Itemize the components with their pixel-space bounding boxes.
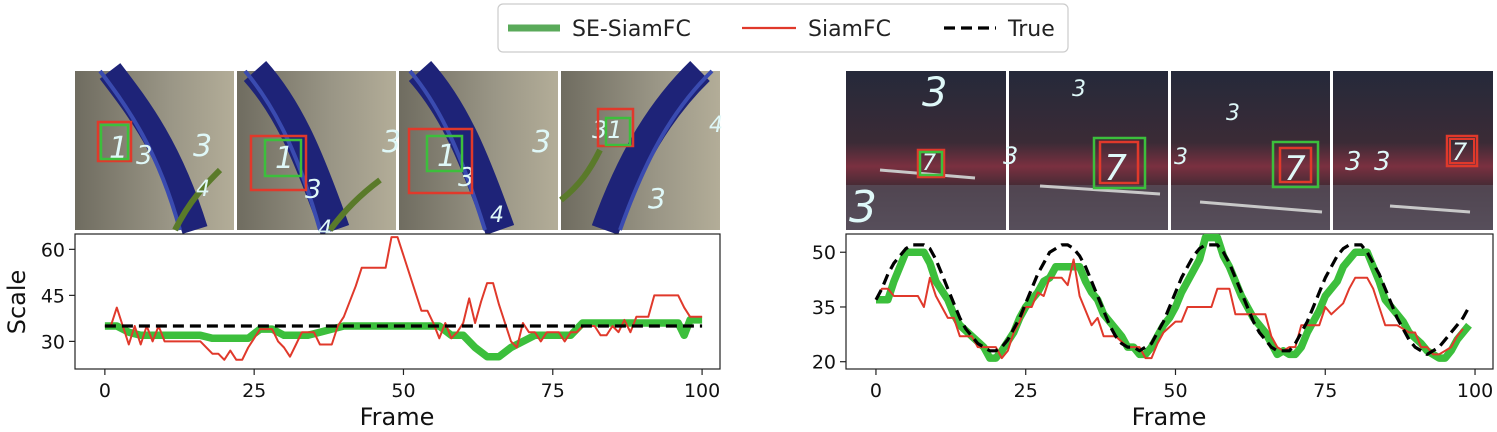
y-tick-label: 35 (812, 297, 836, 319)
siamfc-box (1445, 134, 1479, 168)
x-tick-label: 50 (391, 380, 415, 402)
plot-frame (74, 233, 721, 370)
digit: 1 (275, 141, 294, 176)
legend-label-se-siamfc: SE-SiamFC (572, 17, 691, 42)
legend-label-siamfc: SiamFC (808, 17, 891, 42)
right-thumbnail-2: 3 7 3 (1003, 71, 1168, 230)
digit: 7 (922, 151, 936, 176)
x-tick-label: 100 (1457, 380, 1493, 402)
left-scale-chart: 0 25 50 75 100 30 45 60 Frame Scale (3, 233, 721, 431)
x-tick-label: 0 (99, 380, 111, 402)
legend-label-true: True (1007, 17, 1055, 42)
digit: 7 (1104, 148, 1127, 189)
digit: 7 (1452, 138, 1468, 166)
left-thumbnail-3: 1 3 3 4 (399, 60, 558, 236)
digit: 3 (193, 129, 212, 164)
se-siamfc-box (425, 134, 464, 173)
se-siamfc-box (604, 116, 632, 147)
siamfc-box (1098, 140, 1140, 185)
siamfc-box (1278, 146, 1313, 184)
x-tick-label: 75 (1313, 380, 1337, 402)
y-tick-label: 50 (812, 242, 836, 264)
digit: 3 (1226, 101, 1240, 126)
right-thumbnails: 3 7 3 3 7 3 3 7 3 (846, 70, 1493, 233)
siamfc-box (407, 127, 474, 195)
x-tick-label: 100 (684, 380, 720, 402)
plot-frame (845, 233, 1494, 370)
digit: 3 (305, 175, 322, 205)
se-siamfc-box (99, 123, 130, 161)
siamfc-box (249, 134, 308, 192)
se-siamfc-box (263, 138, 303, 178)
se-siamfc-box (1092, 136, 1147, 190)
series-true-line (874, 243, 1471, 356)
digit: 1 (437, 139, 456, 174)
series-siamfc-line (875, 258, 1464, 360)
digit: 7 (1284, 149, 1306, 189)
digit: 3 (922, 70, 947, 116)
y-axis-label: Scale (3, 270, 31, 335)
series-se-siamfc-line (876, 233, 1472, 362)
x-axis-label: Frame (1132, 403, 1207, 431)
digit: 3 (1003, 142, 1018, 170)
digit: 4 (196, 177, 210, 202)
se-siamfc-box (1449, 138, 1475, 164)
x-tick-label: 25 (242, 380, 266, 402)
x-tick-label: 50 (1163, 380, 1187, 402)
right-thumbnail-3: 3 7 3 (1171, 71, 1330, 230)
se-siamfc-box (918, 150, 944, 177)
siamfc-box (96, 120, 133, 163)
y-tick-label: 30 (41, 331, 65, 353)
digit: 3 (532, 125, 551, 160)
digit: 4 (709, 113, 723, 138)
digit: 4 (490, 203, 504, 228)
right-scale-chart: 0 25 50 75 100 20 35 50 Frame (812, 233, 1494, 431)
se-siamfc-box (1271, 140, 1320, 189)
digit: 31 (592, 116, 623, 144)
y-tick-label: 60 (41, 239, 65, 261)
x-tick-label: 25 (1014, 380, 1038, 402)
left-thumbnail-4: 31 4 3 (559, 60, 723, 235)
right-thumbnail-4: 3 3 7 (1333, 71, 1493, 230)
legend: SE-SiamFC SiamFC True (497, 3, 1069, 53)
digit: 3 (849, 182, 877, 233)
siamfc-box (916, 148, 946, 179)
digit: 3 (136, 141, 153, 171)
series-siamfc-line (104, 236, 703, 361)
left-thumbnail-2: 1 3 3 4 (237, 60, 401, 242)
digit: 3 (382, 125, 401, 160)
y-tick-label: 20 (812, 352, 836, 374)
left-thumbnails: 1 3 3 4 1 3 3 4 1 3 3 4 (75, 60, 723, 242)
x-tick-label: 0 (870, 380, 882, 402)
right-thumbnail-1: 3 7 3 (846, 70, 1006, 233)
digit: 3 (1072, 77, 1086, 102)
x-tick-label: 75 (541, 380, 565, 402)
digit: 3 (1374, 147, 1391, 177)
digit: 1 (109, 131, 128, 166)
x-axis-label: Frame (360, 403, 435, 431)
digit: 3 (1345, 147, 1362, 177)
left-thumbnail-1: 1 3 3 4 (75, 63, 234, 234)
digit: 3 (1174, 145, 1188, 170)
digit: 3 (648, 182, 666, 215)
y-tick-label: 45 (41, 285, 65, 307)
series-se-siamfc-line (104, 316, 703, 361)
